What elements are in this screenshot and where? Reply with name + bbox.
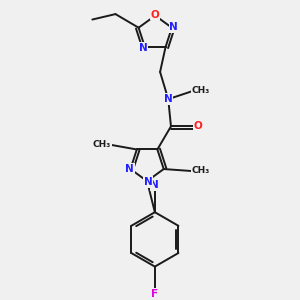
Text: N: N bbox=[125, 164, 134, 174]
Text: O: O bbox=[151, 10, 160, 20]
Text: CH₃: CH₃ bbox=[191, 167, 210, 176]
Text: N: N bbox=[139, 43, 147, 53]
Text: N: N bbox=[144, 177, 152, 187]
Text: N: N bbox=[151, 180, 159, 190]
Text: N: N bbox=[164, 94, 172, 104]
Text: N: N bbox=[169, 22, 178, 32]
Text: CH₃: CH₃ bbox=[93, 140, 111, 149]
Text: F: F bbox=[151, 289, 158, 299]
Text: O: O bbox=[194, 122, 202, 131]
Text: CH₃: CH₃ bbox=[191, 86, 210, 95]
